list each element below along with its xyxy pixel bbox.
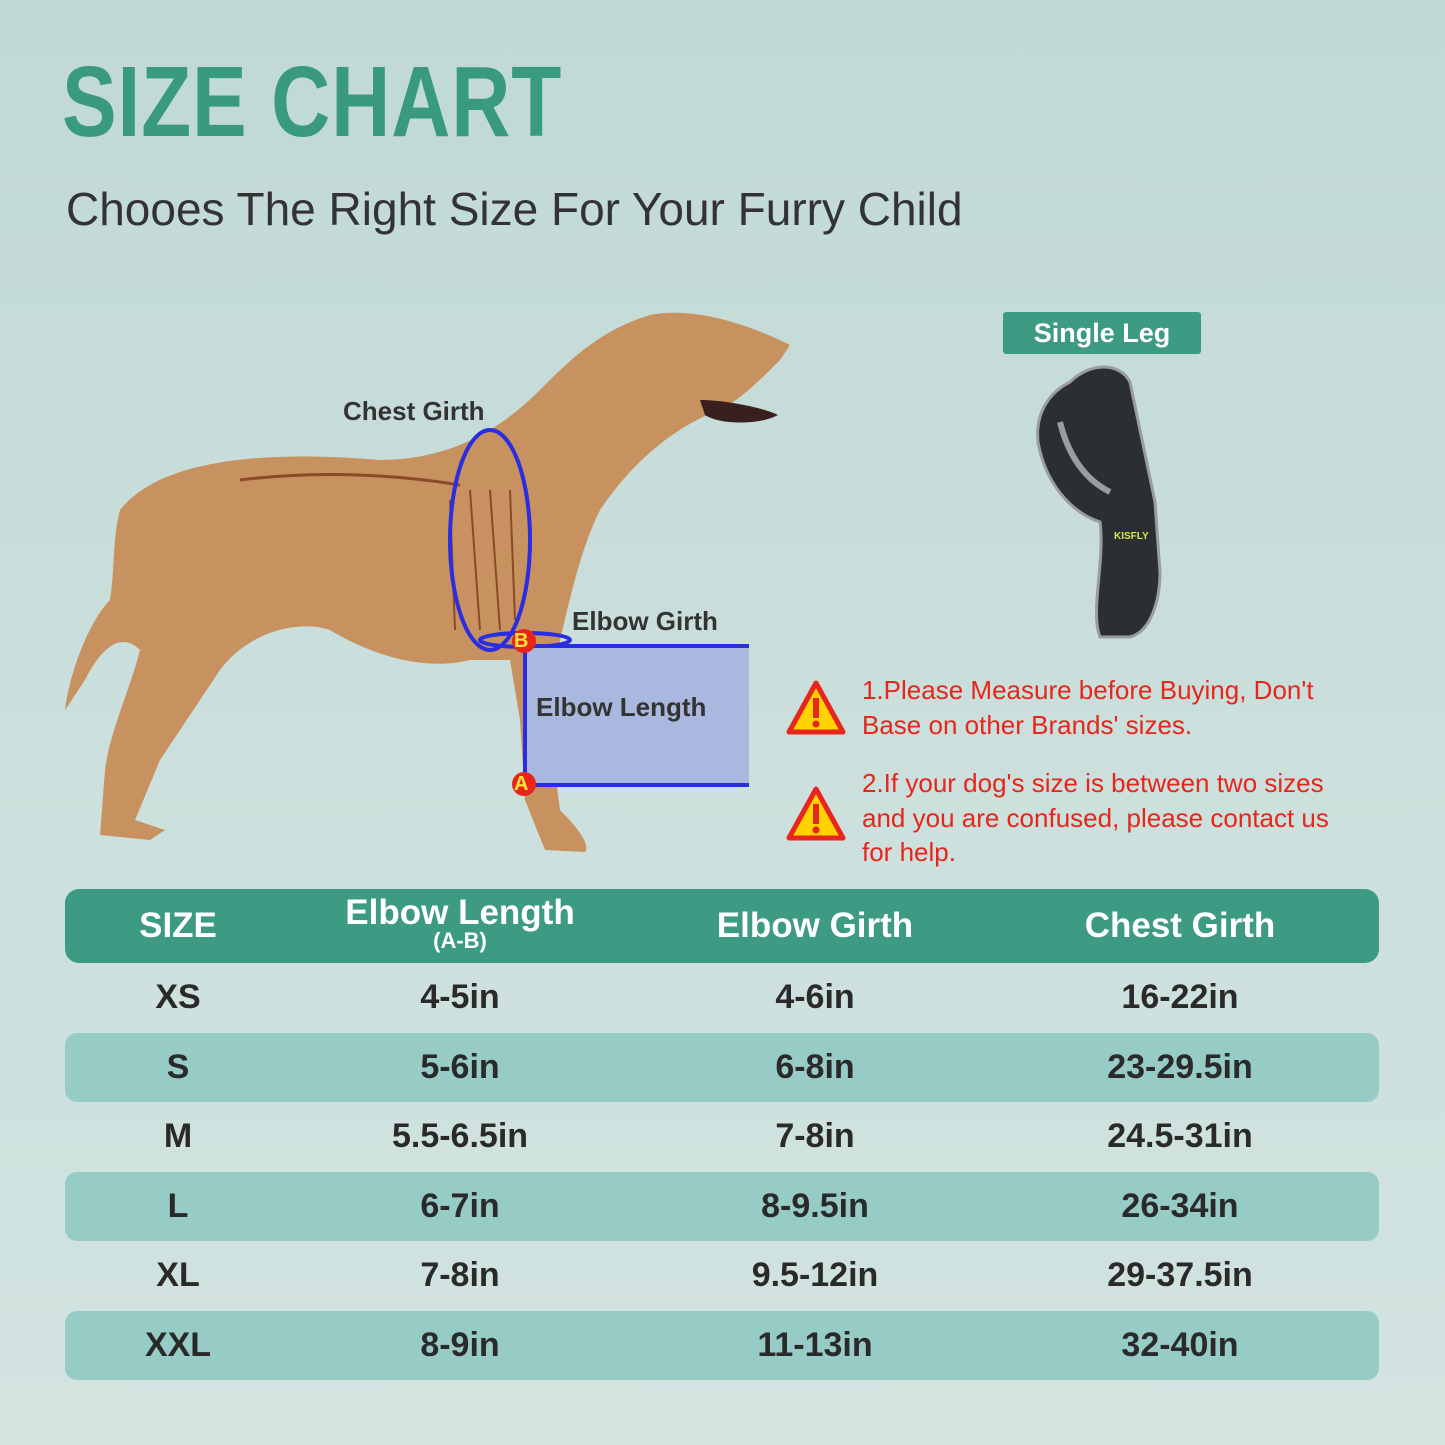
warning-text-1: 1.Please Measure before Buying, Don't Ba…: [862, 673, 1402, 742]
chest-girth-loop: [448, 428, 532, 652]
table-row: XS 4-5in 4-6in 16-22in: [65, 963, 1379, 1033]
point-a-marker: [512, 772, 536, 796]
chest-girth-cell: 23-29.5in: [1107, 1047, 1253, 1086]
table-header: SIZE Elbow Length (A-B) Elbow Girth Chest…: [65, 889, 1379, 963]
point-b-label: B: [514, 630, 529, 652]
chest-girth-cell: 24.5-31in: [1107, 1117, 1253, 1156]
elbow-length-cell: 7-8in: [420, 1256, 500, 1295]
warning-line: Base on other Brands' sizes.: [862, 709, 1193, 740]
chest-girth-cell: 32-40in: [1121, 1325, 1239, 1364]
size-table: SIZE Elbow Length (A-B) Elbow Girth Chest…: [65, 889, 1379, 1380]
dog-measurement-diagram: [65, 312, 790, 852]
single-leg-badge: Single Leg: [1003, 312, 1201, 354]
header-elbow-girth: Elbow Girth: [716, 906, 914, 945]
dog-illustration: [65, 312, 790, 852]
elbow-girth-cell: 6-8in: [775, 1047, 855, 1086]
warning-line: 2.If your dog's size is between two size…: [862, 768, 1324, 798]
page-subtitle: Chooes The Right Size For Your Furry Chi…: [66, 183, 963, 235]
warning-text-2: 2.If your dog's size is between two size…: [862, 766, 1402, 870]
size-cell: XL: [156, 1256, 200, 1295]
elbow-length-cell: 5-6in: [420, 1047, 500, 1086]
table-row: XL 7-8in 9.5-12in 29-37.5in: [65, 1241, 1379, 1311]
header-size: SIZE: [139, 906, 217, 945]
size-cell: L: [167, 1186, 189, 1225]
warning-line: for help.: [862, 837, 956, 867]
elbow-length-cell: 4-5in: [420, 978, 500, 1017]
table-row: L 6-7in 8-9.5in 26-34in: [65, 1171, 1379, 1241]
size-cell: XXL: [144, 1325, 212, 1364]
header-elbow-length-sub: (A-B): [433, 928, 487, 953]
size-cell: XS: [155, 978, 201, 1017]
elbow-length-box: [525, 647, 749, 785]
header-elbow-length: Elbow Length (A-B): [345, 893, 575, 953]
point-a-label: A: [514, 773, 529, 795]
header-elbow-length-label: Elbow Length: [345, 893, 575, 932]
chest-girth-label: Chest Girth: [343, 396, 485, 426]
elbow-length-label: Elbow Length: [536, 692, 707, 722]
point-b-marker: [512, 629, 536, 653]
product-logo: KISFLY: [1114, 531, 1149, 542]
elbow-girth-cell: 7-8in: [775, 1117, 855, 1156]
page-title: SIZE CHART: [62, 46, 563, 158]
chest-girth-cell: 16-22in: [1121, 978, 1239, 1017]
size-cell: M: [163, 1117, 193, 1156]
chest-girth-cell: 29-37.5in: [1107, 1256, 1253, 1295]
header-chest-girth: Chest Girth: [1084, 906, 1276, 945]
elbow-length-cell: 8-9in: [420, 1325, 500, 1364]
size-cell: S: [166, 1047, 190, 1086]
elbow-girth-cell: 11-13in: [757, 1325, 873, 1364]
warning-triangle-icon: [786, 786, 846, 841]
warning-triangle-icon: [786, 680, 846, 735]
elbow-girth-cell: 8-9.5in: [761, 1186, 869, 1225]
elbow-length-cell: 5.5-6.5in: [391, 1117, 529, 1156]
table-row: M 5.5-6.5in 7-8in 24.5-31in: [65, 1102, 1379, 1172]
warning-line: and you are confused, please contact us: [862, 802, 1329, 833]
table-row: XXL 8-9in 11-13in 32-40in: [65, 1310, 1379, 1380]
elbow-girth-cell: 4-6in: [775, 978, 855, 1017]
chest-girth-cell: 26-34in: [1121, 1186, 1239, 1225]
warning-line: 1.Please Measure before Buying, Don't: [862, 675, 1314, 705]
elbow-girth-cell: 9.5-12in: [751, 1256, 879, 1295]
elbow-girth-label: Elbow Girth: [572, 606, 718, 636]
table-row: S 5-6in 6-8in 23-29.5in: [65, 1032, 1379, 1102]
product-image: [1036, 365, 1162, 639]
elbow-length-cell: 6-7in: [420, 1186, 500, 1225]
